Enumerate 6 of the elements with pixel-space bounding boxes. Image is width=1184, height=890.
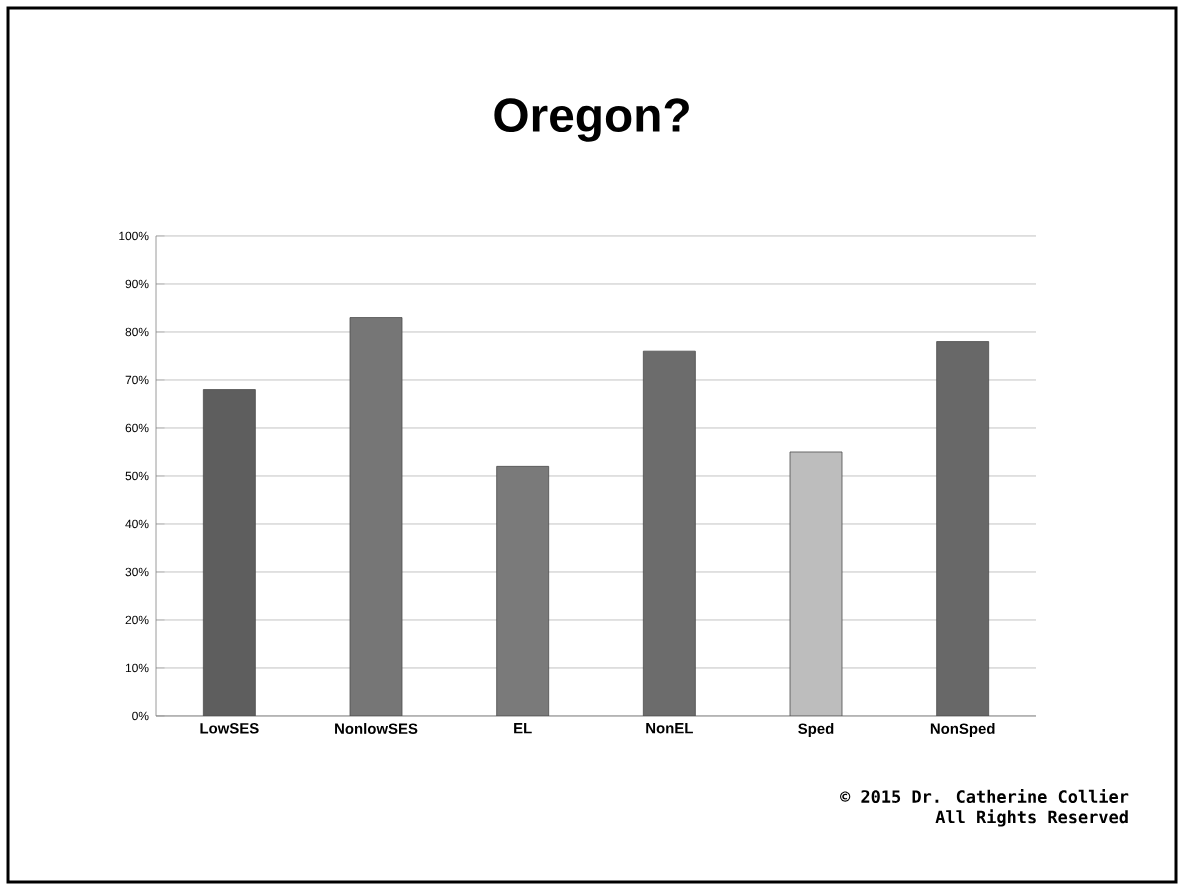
bar [202,389,256,716]
text: All Rights Reserved [935,809,1128,827]
bar [642,350,696,716]
bar [936,341,990,716]
chart-title: Oregon? [494,98,689,142]
text: © 2015 Dr. Catherine Collier [840,788,1129,803]
